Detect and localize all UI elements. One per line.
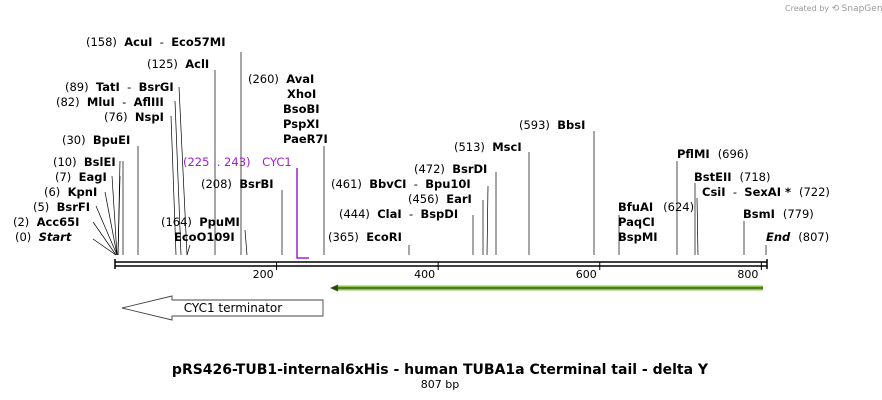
- primer-mark: [296, 168, 309, 259]
- enzyme-label-ecori[interactable]: (365) EcoRI: [328, 230, 402, 244]
- enzyme-label-end[interactable]: End (807): [766, 230, 829, 244]
- cyc1-terminator-label: CYC1 terminator: [184, 301, 283, 315]
- axis-ticks: 200 400 600 800: [253, 262, 762, 281]
- axis-tick-label: 200: [253, 268, 274, 281]
- enzyme-label-pspxi[interactable]: PspXI: [283, 117, 319, 131]
- enzyme-label-clai[interactable]: (444) ClaI - BspDI: [339, 207, 458, 221]
- primer-range: (225 .. 243): [183, 155, 251, 169]
- snapgene-logo-icon: ⟲: [832, 4, 840, 14]
- enzyme-label-kpni[interactable]: (6) KpnI: [44, 185, 97, 199]
- enzyme-label-ecoo109i[interactable]: EcoO109I: [174, 230, 235, 244]
- sequence-length: 807 bp: [421, 378, 459, 391]
- primer-cyc1[interactable]: (225 .. 243) CYC1: [183, 155, 309, 259]
- primer-name: CYC1: [262, 155, 292, 169]
- enzyme-label-bpuei[interactable]: (30) BpuEI: [62, 133, 130, 147]
- enzyme-label-nspi[interactable]: (76) NspI: [104, 110, 164, 124]
- enzyme-label-bsmi[interactable]: BsmI (779): [743, 207, 814, 221]
- enzyme-label-acli[interactable]: (125) AclI: [147, 57, 209, 71]
- enzyme-label-avai[interactable]: (260) AvaI: [248, 72, 314, 86]
- enzyme-label-bspmi[interactable]: BspMI: [618, 230, 658, 244]
- enzyme-label-bbsi[interactable]: (593) BbsI: [519, 118, 585, 132]
- enzyme-label-mlui[interactable]: (82) MluI - AflIII: [56, 95, 164, 109]
- cyc1-terminator-arrow: [121, 295, 324, 321]
- enzyme-label-tati[interactable]: (89) TatI - BsrGI: [65, 80, 174, 94]
- sequence-backbone: [114, 259, 768, 269]
- enzyme-label-eari[interactable]: (456) EarI: [408, 192, 472, 206]
- enzyme-label-start[interactable]: (0) Start: [15, 230, 72, 244]
- enzyme-label-paqci[interactable]: PaqCI: [618, 215, 655, 229]
- enzyme-label-msci[interactable]: (513) MscI: [454, 140, 522, 154]
- enzyme-label-acc65i[interactable]: (2) Acc65I: [13, 215, 79, 229]
- enzyme-label-xhoi[interactable]: XhoI: [287, 87, 316, 101]
- feature-orf[interactable]: [330, 284, 763, 292]
- enzyme-label-bsrfi[interactable]: (5) BsrFI: [33, 200, 90, 214]
- enzyme-label-bsrdi[interactable]: (472) BsrDI: [414, 162, 487, 176]
- map-title: pRS426-TUB1-internal6xHis - human TUBA1a…: [172, 362, 709, 378]
- enzyme-label-ppumi[interactable]: (164) PpuMI: [161, 215, 240, 229]
- enzyme-label-acui[interactable]: (158) AcuI - Eco57MI: [86, 35, 226, 49]
- enzyme-label-bsobi[interactable]: BsoBI: [283, 102, 320, 116]
- cut-lines: [92, 52, 767, 256]
- enzyme-label-pflmi[interactable]: PflMI (696): [677, 147, 749, 161]
- enzyme-label-bsteii[interactable]: BstEII (718): [694, 170, 770, 184]
- svg-text:(225 .. 243) CYC1: (225 .. 243) CYC1: [183, 155, 292, 169]
- credit-text: Created by ⟲ SnapGene: [785, 4, 882, 14]
- enzyme-label-bsrbi[interactable]: (208) BsrBI: [201, 177, 274, 191]
- enzyme-label-csii[interactable]: CsiI - SexAI * (722): [702, 185, 830, 199]
- enzyme-label-eagi[interactable]: (7) EagI: [55, 170, 107, 184]
- axis-tick-label: 800: [737, 268, 758, 281]
- axis-tick-label: 600: [576, 268, 597, 281]
- enzyme-label-paer7i[interactable]: PaeR7I: [283, 132, 328, 146]
- axis-tick-label: 400: [414, 268, 435, 281]
- enzyme-label-bbvci[interactable]: (461) BbvCI - Bpu10I: [331, 177, 471, 191]
- enzyme-label-bfuai[interactable]: BfuAI (624): [618, 200, 694, 214]
- enzyme-label-bslei[interactable]: (10) BslEI: [53, 155, 116, 169]
- feature-cyc1-terminator[interactable]: CYC1 terminator: [121, 295, 324, 321]
- enzyme-labels: (0) Start(2) Acc65I(5) BsrFI(6) KpnI(7) …: [13, 35, 830, 244]
